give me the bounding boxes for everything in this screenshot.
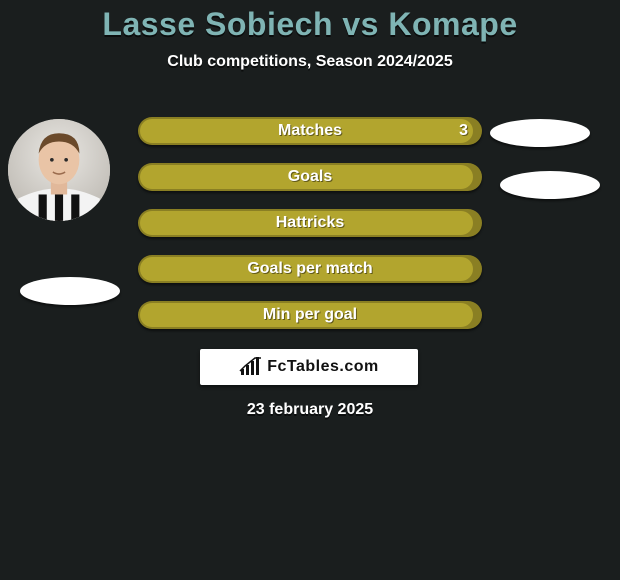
player-right-name-plate-bottom	[500, 171, 600, 199]
stat-bar-value: 3	[459, 117, 468, 145]
stat-bar-label: Goals	[138, 163, 482, 191]
stat-bar-matches: Matches 3	[138, 117, 482, 145]
stat-bar-min-per-goal: Min per goal	[138, 301, 482, 329]
stat-bar-label: Min per goal	[138, 301, 482, 329]
stat-bar-label: Goals per match	[138, 255, 482, 283]
bar-chart-icon	[239, 357, 263, 377]
comparison-stage: Matches 3 Goals Hattricks Goals per matc…	[0, 89, 620, 449]
stat-bar-goals-per-match: Goals per match	[138, 255, 482, 283]
footer-date: 23 february 2025	[0, 401, 620, 419]
player-right-name-plate-top	[490, 119, 590, 147]
avatar-placeholder-icon	[8, 119, 110, 221]
page-title: Lasse Sobiech vs Komape	[0, 0, 620, 43]
stat-bars: Matches 3 Goals Hattricks Goals per matc…	[138, 117, 482, 347]
stat-bar-label: Matches	[138, 117, 482, 145]
stat-bar-label: Hattricks	[138, 209, 482, 237]
player-left-avatar	[8, 119, 110, 221]
watermark: FcTables.com	[200, 349, 418, 385]
watermark-text: FcTables.com	[267, 358, 379, 376]
page-subtitle: Club competitions, Season 2024/2025	[0, 53, 620, 71]
player-left-name-plate	[20, 277, 120, 305]
stat-bar-goals: Goals	[138, 163, 482, 191]
stat-bar-hattricks: Hattricks	[138, 209, 482, 237]
